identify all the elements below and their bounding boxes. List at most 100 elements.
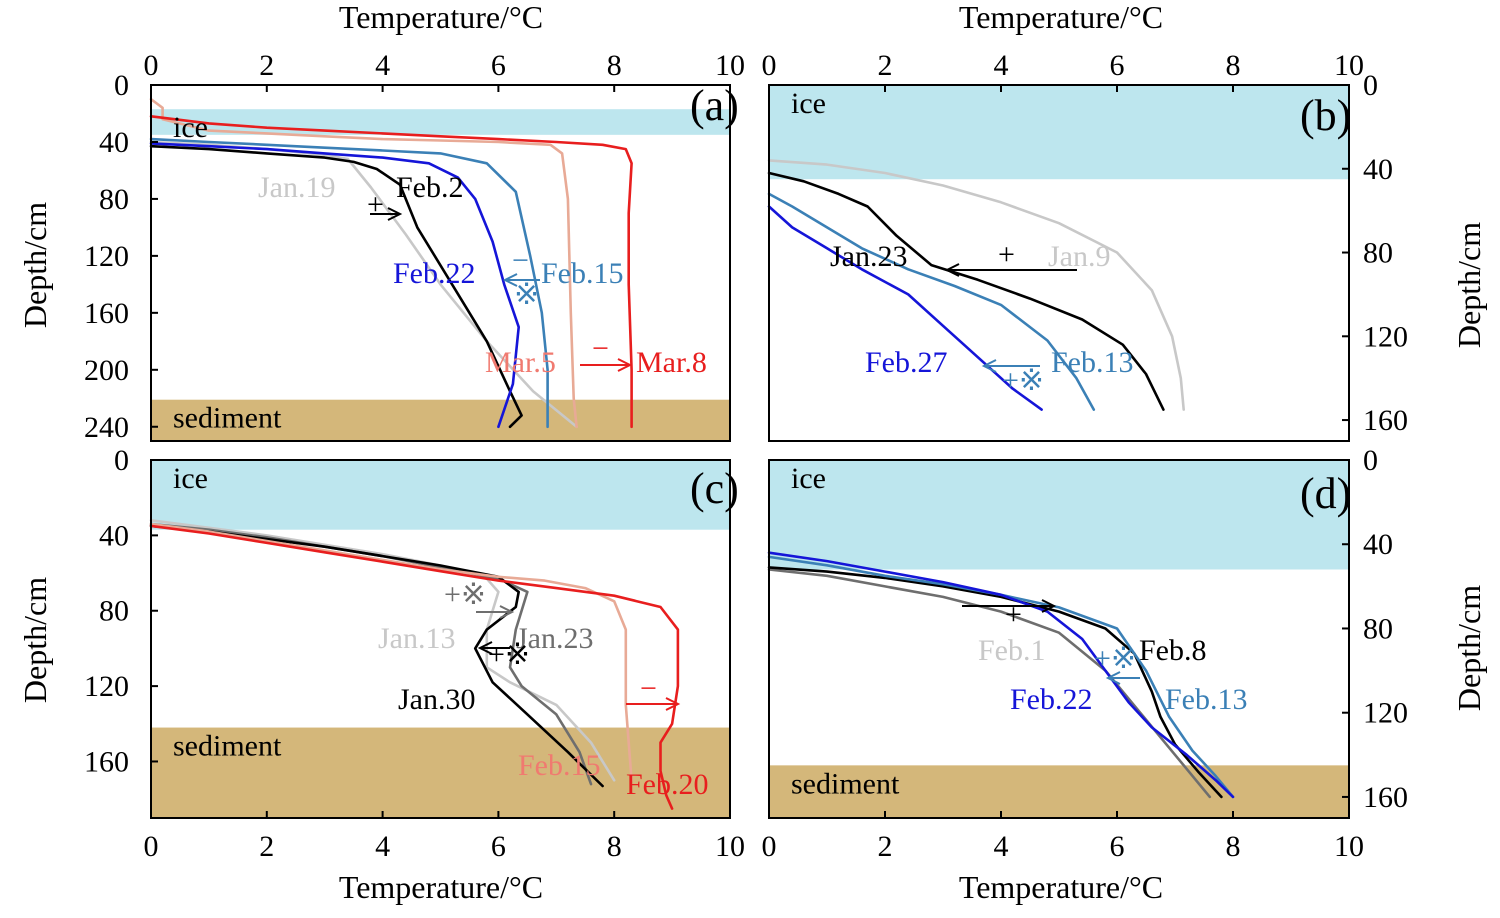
- region-ice-c: [151, 460, 730, 530]
- region-label-ice-d: ice: [791, 462, 826, 495]
- panel-d-frame: [768, 459, 1350, 819]
- x-axis-label-top-left: Temperature/°C: [339, 0, 543, 35]
- series-line-mar8-a: [149, 115, 633, 429]
- panel-a-tag: (a): [690, 81, 739, 130]
- series-label-feb20: Feb.20: [626, 768, 709, 801]
- series-line-feb27-b: [767, 205, 1043, 411]
- series-label-mar5: Mar.5: [485, 346, 556, 379]
- x-tick-label-d-4: 4: [994, 830, 1009, 863]
- panel-a-regions: [151, 109, 730, 441]
- x-tick-label-a-8: 8: [607, 49, 622, 82]
- panel-d-curves: [767, 551, 1235, 799]
- y-tick-label-d-80: 80: [1363, 612, 1393, 645]
- x-tick-label-b-4: 4: [994, 49, 1009, 82]
- panel-c-regions: [151, 460, 730, 818]
- panel-a-curves: [149, 97, 633, 429]
- region-label-sediment-c: sediment: [173, 730, 282, 763]
- panel-c-ticks: 0 2 4 6 8 10 0 40 80 120 160: [84, 444, 745, 863]
- series-label-jan23: Jan.23: [830, 240, 908, 273]
- y-tick-label-a-120: 120: [84, 240, 129, 273]
- series-line-jan23-b: [767, 171, 1165, 411]
- panel-c-tag: (c): [690, 464, 739, 513]
- panel-a-frame: [150, 84, 731, 442]
- x-axis-label-top-right: Temperature/°C: [959, 0, 1163, 35]
- y-tick-label-a-80: 80: [99, 183, 129, 216]
- y-tick-label-c-160: 160: [84, 745, 129, 778]
- y-tick-label-a-200: 200: [84, 354, 129, 387]
- x-tick-label-c-0: 0: [144, 830, 159, 863]
- annotation-a-minus-2: −: [592, 332, 609, 365]
- y-tick-label-d-40: 40: [1363, 528, 1393, 561]
- y-tick-label-a-160: 160: [84, 297, 129, 330]
- series-line-jan9-b: [767, 159, 1185, 411]
- region-sediment-d: [769, 765, 1349, 818]
- y-tick-label-c-0: 0: [114, 444, 129, 477]
- series-label-feb22-d: Feb.22: [1010, 683, 1093, 716]
- panel-d-ticks: 0 2 4 6 8 10 0 40 80 120 160: [762, 444, 1409, 863]
- annotation-a-cross-1: ※: [514, 278, 539, 311]
- series-line-feb15-a: [149, 137, 549, 429]
- y-tick-label-d-160: 160: [1363, 781, 1408, 814]
- x-tick-label-c-8: 8: [607, 830, 622, 863]
- panel-a: ice sediment 0 2 4 6 8 10 0 40 80 120 160 200 240 (a)…: [84, 49, 745, 444]
- y-tick-label-b-160: 160: [1363, 404, 1408, 437]
- x-tick-label-d-0: 0: [762, 830, 777, 863]
- arrow-c-jan13-jan23-head: [499, 605, 515, 619]
- y-axis-label-b: Depth/cm: [1451, 222, 1487, 348]
- annotation-c-plus-cross-1: +※: [444, 578, 486, 611]
- x-axis-label-bottom-right: Temperature/°C: [959, 869, 1163, 905]
- series-label-feb13-d: Feb.13: [1165, 683, 1248, 716]
- x-axis-label-bottom-left: Temperature/°C: [339, 869, 543, 905]
- series-line-mar5-a: [149, 97, 578, 429]
- y-tick-label-c-80: 80: [99, 595, 129, 628]
- y-axis-label-d: Depth/cm: [1451, 585, 1487, 711]
- series-line-feb13-d: [767, 555, 1235, 799]
- x-tick-label-c-2: 2: [259, 830, 274, 863]
- panel-c-region-labels: ice sediment: [173, 462, 282, 763]
- panel-b-regions: [769, 85, 1349, 180]
- region-ice-d: [769, 460, 1349, 570]
- series-line-jan30-c: [149, 524, 604, 788]
- y-tick-label-a-240: 240: [84, 411, 129, 444]
- series-line-feb1-d: [767, 568, 1212, 799]
- series-line-feb22-d: [767, 551, 1235, 799]
- arrow-d-feb13-feb22-head: [1105, 671, 1121, 685]
- series-label-feb27: Feb.27: [865, 346, 948, 379]
- arrow-a-mar5-mar8-head: [617, 358, 633, 372]
- panel-d-tag: (d): [1300, 469, 1351, 518]
- panel-b-tag: (b): [1300, 91, 1351, 140]
- region-label-ice-c: ice: [173, 462, 208, 495]
- x-tick-label-b-6: 6: [1110, 49, 1125, 82]
- x-tick-label-b-2: 2: [878, 49, 893, 82]
- series-line-feb15-c: [149, 522, 633, 782]
- series-label-feb8: Feb.8: [1139, 634, 1207, 667]
- x-tick-label-c-6: 6: [491, 830, 506, 863]
- panel-a-ticks: 0 2 4 6 8 10 0 40 80 120 160 200 240: [84, 49, 745, 444]
- arrow-b-jan9-jan23-head: [944, 263, 960, 277]
- x-tick-label-d-2: 2: [878, 830, 893, 863]
- series-label-feb15: Feb.15: [541, 257, 624, 290]
- y-tick-label-b-80: 80: [1363, 237, 1393, 270]
- x-tick-label-a-10: 10: [715, 49, 745, 82]
- x-tick-label-d-8: 8: [1226, 830, 1241, 863]
- y-axis-label-a: Depth/cm: [17, 202, 53, 328]
- series-line-jan13-c: [149, 518, 616, 782]
- annotation-a-plus: +: [367, 188, 384, 221]
- x-tick-label-a-0: 0: [144, 49, 159, 82]
- series-line-feb22-a: [149, 142, 521, 429]
- annotation-b-plus: +: [998, 238, 1015, 271]
- annotation-a-minus-1: −: [512, 244, 529, 277]
- y-tick-label-d-120: 120: [1363, 697, 1408, 730]
- arrow-a-jan19-feb2-head: [387, 207, 403, 221]
- x-tick-label-a-2: 2: [259, 49, 274, 82]
- panel-b-curves: [767, 159, 1185, 411]
- arrow-c-jan23-jan30-head: [477, 641, 493, 655]
- y-tick-label-d-0: 0: [1363, 444, 1378, 477]
- series-line-feb8-d: [767, 566, 1223, 799]
- x-tick-label-b-0: 0: [762, 49, 777, 82]
- y-axis-label-c: Depth/cm: [17, 577, 53, 703]
- panel-c-curves: [149, 518, 680, 810]
